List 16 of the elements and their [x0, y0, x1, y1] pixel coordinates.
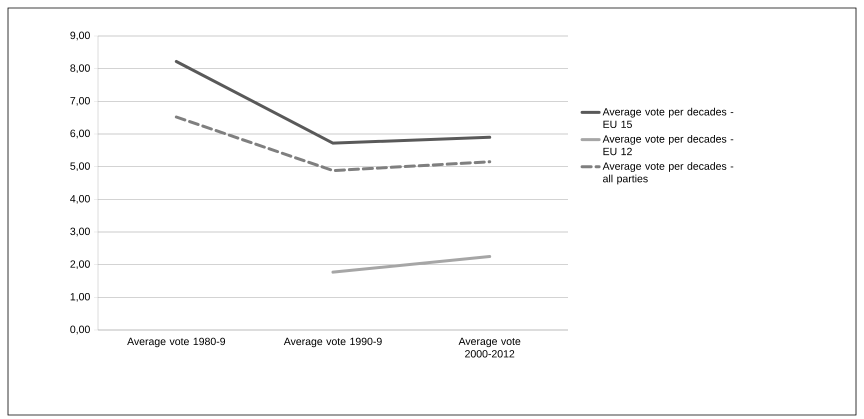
- y-tick-label: 3,00: [70, 228, 90, 236]
- y-tick-label: 4,00: [70, 195, 90, 204]
- x-tick-label: Average vote 1980-9: [127, 338, 226, 348]
- y-tick-label: 2,00: [70, 260, 90, 270]
- legend-label: Average vote per decades - EU 12: [602, 134, 734, 156]
- x-tick-label: Average vote 1990-9: [284, 338, 382, 348]
- y-tick-label: 8,00: [70, 64, 90, 74]
- legend-label: Average vote per decades - all parties: [602, 162, 734, 184]
- x-tick-label: Average vote 2000-2012: [458, 338, 520, 358]
- legend-label: Average vote per decades - EU 15: [602, 108, 734, 128]
- y-tick-label: 7,00: [70, 97, 90, 106]
- y-tick-label: 9,00: [70, 32, 90, 40]
- y-tick-label: 1,00: [70, 293, 90, 302]
- y-tick-label: 0,00: [70, 326, 90, 334]
- y-tick-label: 5,00: [70, 162, 90, 172]
- y-tick-label: 6,00: [70, 130, 90, 138]
